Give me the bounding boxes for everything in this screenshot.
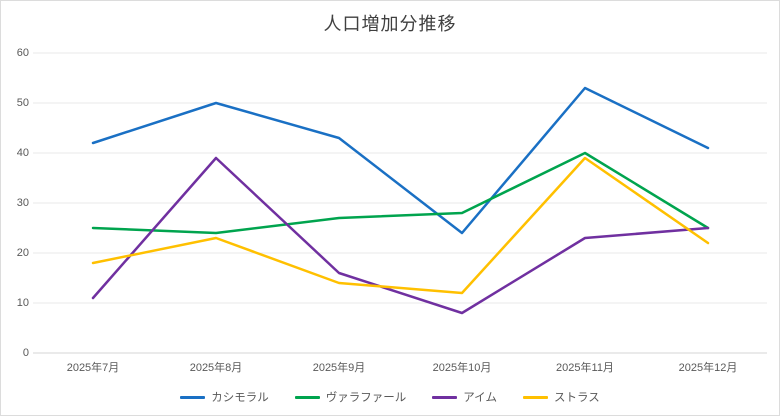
x-tick-label: 2025年10月: [432, 362, 492, 374]
legend-label: アイム: [463, 392, 497, 404]
series-line-ヴァラファール: [91, 151, 710, 235]
y-tick-label: 0: [22, 347, 29, 359]
legend-label: カシモラル: [211, 392, 269, 404]
x-tick-label: 2025年9月: [312, 362, 366, 374]
legend-label: ストラス: [553, 392, 600, 404]
x-tick-label: 2025年7月: [66, 362, 120, 374]
legend-item-ストラス: ストラス: [522, 389, 600, 405]
legend-label: ヴァラファール: [325, 392, 407, 404]
legend-line-swatch: [180, 395, 206, 399]
chart-legend: カシモラル ヴァラファール アイム ストラス: [1, 389, 779, 405]
x-tick-label: 2025年11月: [556, 362, 614, 374]
y-tick-label: 10: [16, 297, 29, 309]
legend-line-swatch: [432, 395, 458, 399]
legend-line-swatch: [294, 395, 320, 399]
series-line-アイム: [91, 156, 710, 315]
y-tick-label: 30: [16, 197, 29, 209]
legend-item-カシモラル: カシモラル: [180, 389, 269, 405]
y-tick-label: 20: [16, 247, 29, 259]
chart-title: 人口増加分推移: [323, 14, 457, 34]
legend-item-ヴァラファール: ヴァラファール: [294, 389, 407, 405]
y-tick-label: 40: [16, 147, 29, 159]
y-tick-label: 50: [16, 97, 29, 109]
x-tick-label: 2025年8月: [189, 362, 243, 374]
y-tick-label: 60: [16, 47, 29, 59]
x-tick-label: 2025年12月: [678, 362, 738, 374]
series-line-ストラス: [91, 156, 710, 295]
series-line-カシモラル: [91, 86, 710, 235]
legend-item-アイム: アイム: [432, 389, 497, 405]
legend-line-swatch: [522, 395, 548, 399]
